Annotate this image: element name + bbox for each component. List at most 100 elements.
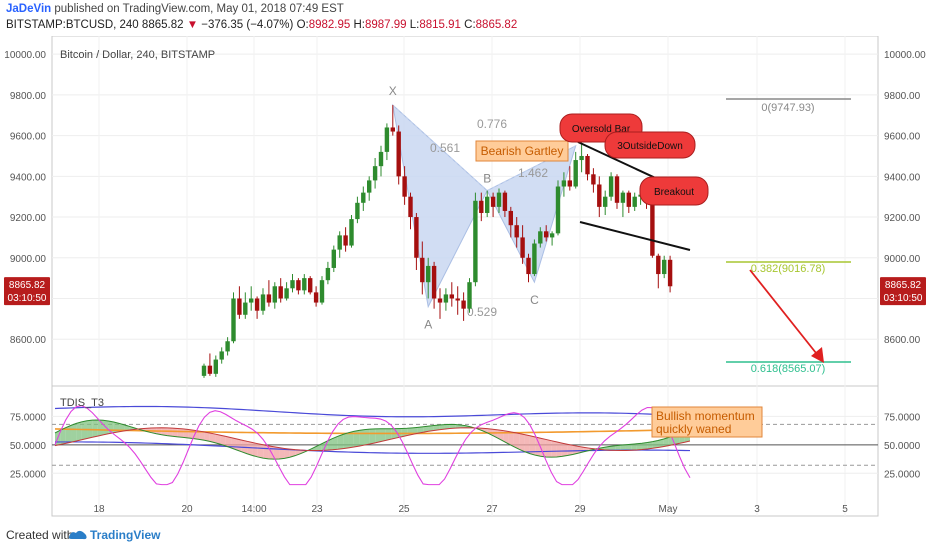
- fib-level-label: 0.618(8565.07): [751, 363, 826, 375]
- candle-body: [390, 127, 395, 132]
- price-badge-left: [4, 277, 50, 306]
- candle-body: [461, 300, 466, 309]
- y-tick-left: 9600.00: [10, 132, 47, 143]
- indicator-cloud-segment: [417, 426, 424, 434]
- indicator-cloud-segment: [609, 445, 616, 451]
- indicator-cloud-segment: [60, 427, 66, 445]
- candle-body: [414, 217, 419, 258]
- candle-body: [319, 280, 325, 303]
- indicator-cloud-segment: [343, 432, 349, 449]
- breakout-callout: [639, 176, 709, 206]
- candle-body: [496, 192, 502, 207]
- indicator-cloud-segment: [513, 432, 520, 450]
- candle-body: [213, 359, 218, 374]
- candle-body: [473, 200, 478, 283]
- indicator-cloud-segment: [204, 431, 210, 442]
- indicator-cloud-segment: [353, 430, 360, 448]
- bearish-gartley-label-box: [475, 140, 569, 162]
- candle-body: [396, 131, 401, 177]
- indicator-cloud-segment: [177, 428, 184, 438]
- indicator-tick-left: 25.0000: [10, 469, 47, 480]
- indicator-cloud-segment: [444, 424, 450, 430]
- candle-body: [632, 196, 637, 207]
- x-tick-label: 20: [181, 504, 193, 515]
- indicator-cloud-segment: [641, 442, 648, 450]
- y-tick-right: 8600.00: [884, 335, 921, 346]
- candle-body: [207, 365, 213, 374]
- indicator-cloud-segment: [572, 445, 578, 455]
- candle-body: [667, 259, 673, 287]
- candle-body: [443, 294, 449, 303]
- candle-body: [490, 196, 496, 207]
- candle-body: [272, 286, 277, 303]
- indicator-slow-line: [54, 427, 691, 452]
- candle-body: [603, 196, 608, 207]
- x-tick-label: 25: [398, 504, 410, 515]
- y-tick-left: 9000.00: [10, 254, 47, 265]
- open-label: O:: [296, 19, 309, 31]
- badge-price: 8865.82: [9, 280, 46, 291]
- candle-body: [467, 282, 472, 309]
- candle-body: [420, 257, 425, 283]
- pattern-bd-line: [486, 145, 576, 192]
- y-tick-right: 9800.00: [884, 91, 921, 102]
- candle-body: [219, 351, 224, 360]
- candle-body: [225, 341, 230, 352]
- pattern-ratio: 1.462: [518, 166, 548, 180]
- candle-body: [361, 192, 366, 203]
- candle-body: [485, 196, 490, 213]
- candle-body: [479, 200, 484, 213]
- indicator-cloud-segment: [337, 434, 344, 450]
- candle-body: [526, 257, 531, 275]
- candle-body: [449, 294, 454, 299]
- indicator-cloud-segment: [97, 419, 104, 437]
- indicator-cloud-segment: [92, 419, 98, 438]
- candle-body: [337, 235, 342, 250]
- indicator-cloud-segment: [636, 443, 642, 450]
- indicator-cloud-segment: [199, 431, 205, 441]
- indicator-cloud-segment: [551, 440, 557, 458]
- bearish-gartley-label: Bearish Gartley: [481, 144, 564, 158]
- indicator-cloud-segment: [428, 425, 434, 432]
- candle-body: [614, 176, 620, 203]
- tradingview-logo-icon: [68, 530, 87, 540]
- candle-body: [313, 292, 319, 303]
- indicator-cloud-segment: [412, 427, 418, 435]
- pattern-point-a: A: [424, 318, 432, 332]
- author-link[interactable]: JaDeVin: [6, 3, 52, 15]
- candle-body: [437, 298, 443, 303]
- close-value: 8865.82: [475, 19, 518, 31]
- indicator-cloud-segment: [663, 437, 669, 447]
- indicator-cloud-segment: [369, 428, 376, 444]
- tradingview-brand[interactable]: TradingView: [90, 528, 161, 542]
- indicator-lower-band: [54, 441, 691, 454]
- indicator-signal-line: [54, 428, 691, 435]
- x-tick-label: 23: [311, 504, 323, 515]
- candle-body: [349, 219, 354, 246]
- indicator-cloud-segment: [529, 435, 536, 456]
- low-label: L:: [409, 19, 420, 31]
- indicator-cloud-segment: [364, 429, 370, 446]
- indicator-cloud-segment: [625, 444, 632, 451]
- candle-body: [662, 259, 667, 275]
- indicator-rsi-line: [54, 405, 691, 486]
- candle-body: [502, 192, 508, 211]
- candle-body: [508, 210, 513, 226]
- y-tick-left: 9400.00: [10, 172, 47, 183]
- indicator-cloud-segment: [524, 434, 530, 454]
- candle-body: [325, 267, 331, 281]
- indicator-cloud-segment: [327, 438, 333, 451]
- candle-body: [431, 265, 437, 299]
- pattern-point-c: C: [530, 293, 539, 307]
- indicator-tick-left: 75.0000: [10, 412, 47, 423]
- indicator-tick-right: 75.0000: [884, 412, 921, 423]
- y-tick-right: 9400.00: [884, 172, 921, 183]
- channel-lower-line: [579, 221, 691, 251]
- candle-body: [567, 180, 572, 187]
- candle-body: [254, 298, 260, 311]
- indicator-cloud-segment: [257, 443, 264, 459]
- candle-body: [260, 294, 266, 311]
- y-tick-right: 10000.00: [884, 50, 926, 61]
